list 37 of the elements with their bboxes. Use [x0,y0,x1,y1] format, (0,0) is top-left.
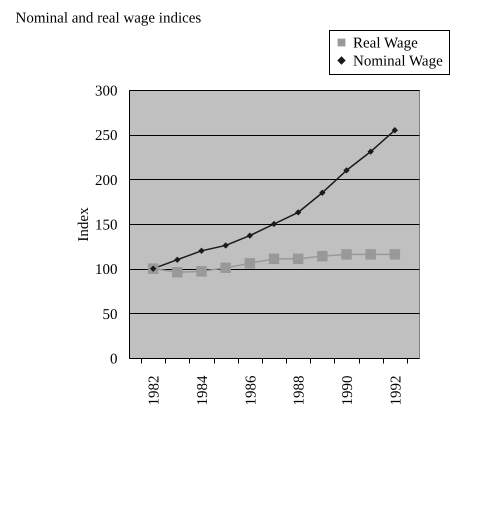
point [268,254,280,264]
point [295,209,302,216]
x-tick-label: 1990 [340,376,356,406]
point [390,249,400,260]
x-tick-label: 1984 [195,375,211,406]
point [319,190,326,196]
point [341,249,352,260]
y-tick-label: 200 [95,172,118,189]
point [392,127,398,134]
y-tick-label: 100 [95,262,118,278]
y-tick-label: 0 [110,352,118,368]
point [196,266,207,277]
point [292,254,304,264]
point [220,262,231,274]
point [365,249,376,260]
point [172,266,183,278]
y-axis-title: Index [76,206,92,242]
legend-label: Real Wage [353,36,418,52]
point [270,220,278,228]
point [317,250,328,262]
y-tick-label: 300 [95,84,118,100]
legend-label: Nominal Wage [353,54,444,70]
point [246,232,253,239]
y-tick-label: 250 [95,128,118,144]
point [244,258,256,269]
x-tick-label: 1986 [243,375,260,406]
point [368,148,374,155]
point [343,167,350,174]
x-tick-label: 1992 [388,376,404,406]
point [174,256,180,263]
x-tick-label: 1988 [292,376,308,406]
chart-title: Nominal and real wage indices [16,10,202,26]
y-tick-label: 50 [102,306,118,323]
x-tick-label: 1982 [146,376,163,406]
y-tick-label: 150 [95,218,118,234]
point [198,248,205,254]
point [222,242,229,249]
